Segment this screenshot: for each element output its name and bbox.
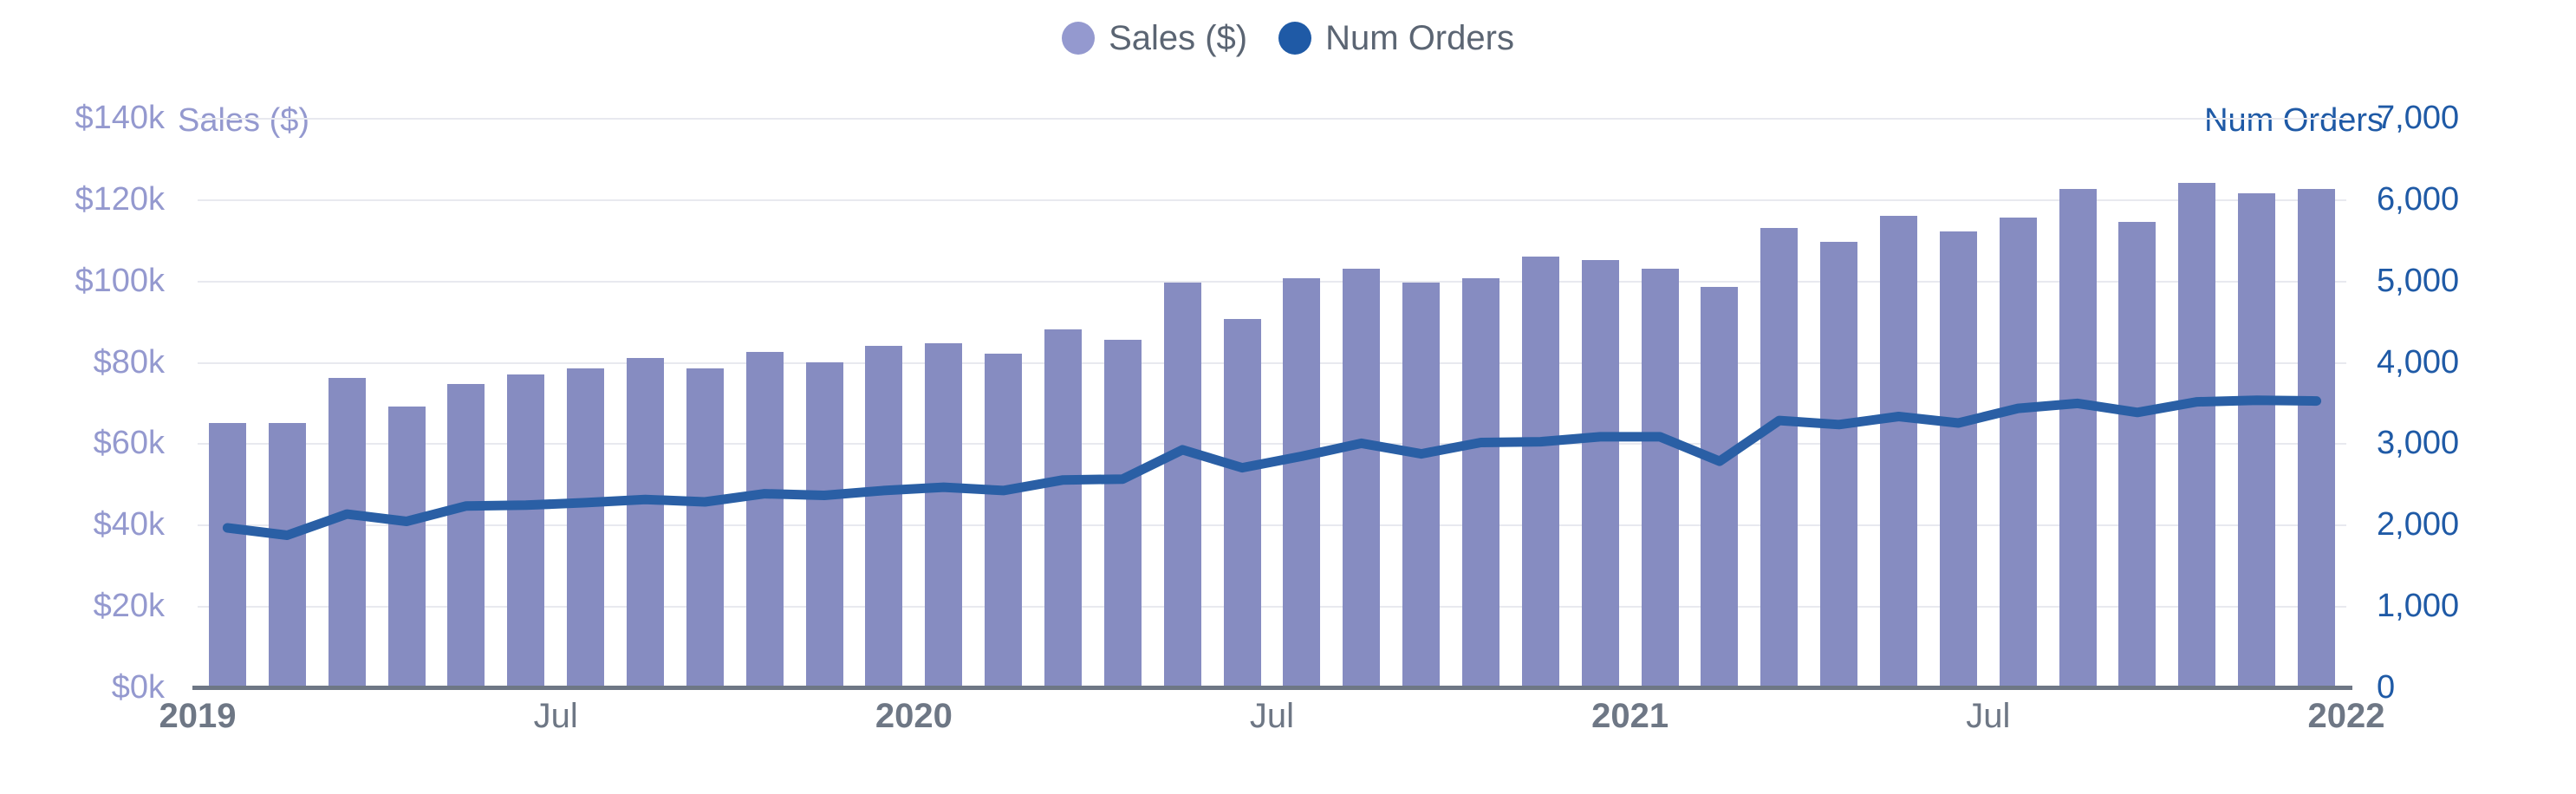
legend-item-num-orders[interactable]: Num Orders (1278, 21, 1514, 55)
bar[interactable] (208, 422, 246, 687)
gridline (198, 198, 2346, 201)
bar[interactable] (567, 368, 605, 687)
bar[interactable] (1820, 242, 1858, 687)
bar[interactable] (1581, 260, 1619, 687)
gridline (198, 361, 2346, 364)
gridline (198, 280, 2346, 283)
x-axis-tick: 2019 (159, 697, 237, 735)
x-axis-baseline (192, 686, 2352, 690)
bar[interactable] (985, 354, 1023, 687)
bar[interactable] (1939, 231, 1977, 687)
bar[interactable] (2118, 221, 2156, 687)
bar[interactable] (2178, 183, 2216, 687)
bar[interactable] (1462, 278, 1499, 687)
bar[interactable] (1999, 217, 2037, 687)
right-axis-title: Num Orders (2204, 102, 2384, 139)
legend-item-sales[interactable]: Sales ($) (1062, 21, 1247, 55)
x-axis-tick: 2022 (2307, 697, 2385, 735)
left-axis-tick: $0k (111, 669, 165, 706)
left-axis-title: Sales ($) (178, 102, 310, 139)
gridline (198, 606, 2346, 609)
right-axis-tick: 0 (2377, 669, 2396, 706)
bar[interactable] (1760, 227, 1799, 687)
left-axis-tick: $140k (75, 100, 165, 136)
bar[interactable] (1880, 215, 1918, 687)
bar[interactable] (447, 384, 485, 687)
bar[interactable] (1103, 339, 1142, 687)
left-axis-tick: $120k (75, 180, 165, 218)
bar[interactable] (387, 407, 426, 687)
gridline (198, 118, 2346, 120)
right-axis-tick: 5,000 (2377, 262, 2460, 299)
bar[interactable] (925, 343, 963, 687)
x-axis-tick-labels: 2019 Jul 2020 Jul 2021 Jul 2022 (159, 697, 2385, 759)
x-axis-tick: 2020 (875, 697, 953, 735)
bar[interactable] (1343, 268, 1381, 687)
plot-area (198, 118, 2346, 687)
bar[interactable] (626, 357, 664, 687)
legend-swatch-sales-icon (1062, 22, 1096, 55)
left-axis-tick: $60k (93, 425, 165, 462)
x-axis-tick: 2021 (1591, 697, 1669, 735)
legend-label-num-orders: Num Orders (1325, 19, 1514, 57)
left-axis-tick: $100k (75, 262, 165, 299)
right-axis-tick: 4,000 (2377, 343, 2460, 381)
bar[interactable] (1044, 329, 1082, 687)
bar[interactable] (1701, 286, 1739, 687)
bar[interactable] (2238, 192, 2276, 687)
chart-legend: Sales ($) Num Orders (0, 7, 2576, 69)
bar[interactable] (1283, 278, 1321, 687)
bar[interactable] (865, 345, 903, 687)
bar[interactable] (1163, 283, 1201, 687)
left-axis-tick: $40k (93, 506, 165, 543)
bar[interactable] (2059, 189, 2097, 687)
left-axis-tick: $80k (93, 343, 165, 381)
bar[interactable] (507, 374, 545, 687)
bar[interactable] (1521, 256, 1559, 687)
bar[interactable] (328, 378, 366, 687)
bar[interactable] (268, 422, 306, 687)
legend-label-sales: Sales ($) (1109, 19, 1248, 57)
legend-swatch-num-orders-icon (1278, 22, 1312, 55)
bar[interactable] (745, 351, 784, 687)
right-axis-tick: 1,000 (2377, 588, 2460, 625)
bar[interactable] (2298, 189, 2336, 687)
x-axis-tick: Jul (1249, 697, 1295, 735)
bar[interactable] (1223, 319, 1261, 687)
bar[interactable] (686, 368, 724, 687)
right-axis-tick: 6,000 (2377, 180, 2460, 218)
bar[interactable] (1641, 268, 1679, 687)
right-axis-tick: 2,000 (2377, 506, 2460, 543)
left-axis-tick: $20k (93, 588, 165, 625)
right-axis-tick: 7,000 (2377, 100, 2460, 136)
x-axis-tick: Jul (533, 697, 578, 735)
right-axis-tick: 3,000 (2377, 425, 2460, 462)
bar[interactable] (1402, 283, 1441, 687)
x-axis-tick: Jul (1966, 697, 2011, 735)
bar[interactable] (805, 361, 843, 687)
